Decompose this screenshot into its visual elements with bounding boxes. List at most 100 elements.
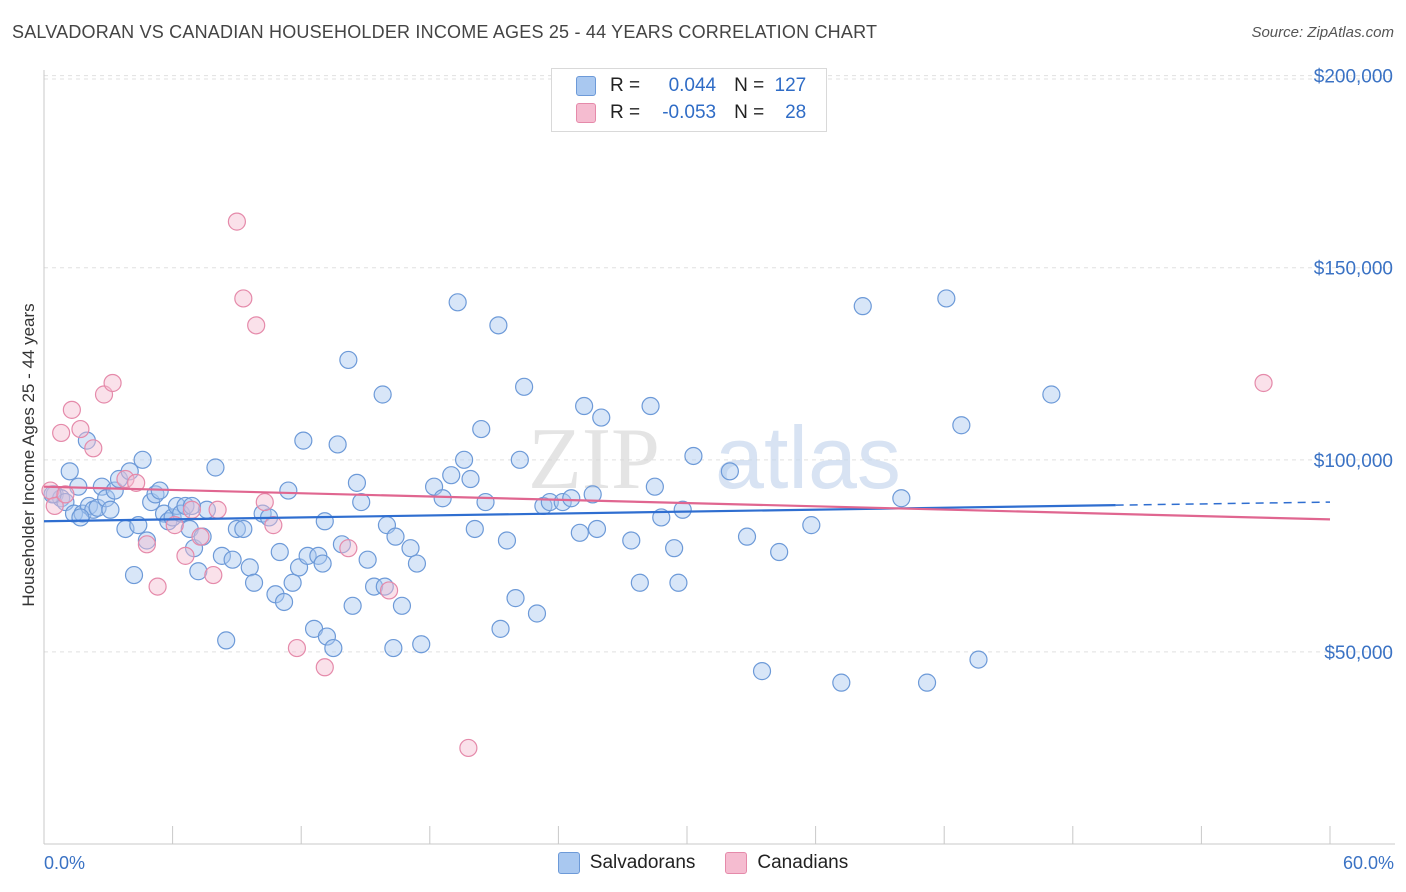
canadian-point (227, 212, 246, 231)
canadian-point (191, 527, 210, 546)
salvadoran-point (465, 519, 484, 539)
canadian-point (165, 516, 184, 535)
legend-r-value: 0.044 (668, 75, 717, 96)
x-tick-label: 60.0% (1343, 853, 1394, 873)
canadian-point (315, 658, 334, 677)
data-points (41, 212, 1273, 758)
canadian-point (176, 546, 195, 565)
salvadoran-point (442, 466, 461, 485)
salvadoran-point (461, 469, 480, 489)
canadian-point (339, 539, 358, 558)
series-legend: Salvadorans Canadians (0, 852, 1406, 874)
legend-item-canadians[interactable]: Canadians (725, 852, 848, 874)
salvadoran-point (448, 293, 467, 312)
salvadoran-point (343, 596, 362, 615)
salvadoran-point (279, 481, 298, 500)
salvadoran-point (641, 396, 660, 416)
salvadoran-point (364, 577, 384, 596)
legend-n-label: N = (734, 102, 765, 123)
canadian-point (84, 439, 103, 458)
legend-swatch-salvadorans (576, 76, 596, 96)
legend-swatch-canadians (576, 103, 596, 123)
chart-title: SALVADORAN VS CANADIAN HOUSEHOLDER INCOM… (12, 22, 878, 42)
canadian-point (379, 581, 399, 600)
salvadoran-point (937, 289, 956, 308)
salvadoran-point (124, 565, 144, 585)
canadian-point (137, 535, 156, 554)
canadian-point (264, 516, 283, 535)
salvadoran-point (669, 573, 688, 592)
salvadoran-point (105, 481, 124, 500)
salvadoran-point (1042, 385, 1061, 404)
salvadoran-point (324, 638, 343, 658)
canadian-point (208, 500, 227, 519)
salvadoran-point (71, 508, 90, 527)
salvadoran-point (476, 492, 495, 512)
canadian-point (182, 500, 201, 519)
legend-r-label: R = (610, 75, 641, 96)
legend-swatch-salvadorans (557, 852, 580, 874)
salvadoran-point (684, 446, 703, 466)
canadian-point (234, 289, 253, 308)
legend-row-canadians: R = -0.053 N = 28 (576, 100, 806, 126)
canadian-point (148, 577, 167, 596)
salvadoran-point (234, 519, 253, 539)
salvadoran-point (630, 573, 649, 592)
salvadoran-point (401, 539, 420, 558)
correlation-legend: R = 0.044 N = 127 R = -0.053 N = 28 (551, 68, 827, 132)
salvadoran-point (652, 508, 671, 527)
salvadoran-point (969, 650, 988, 669)
canadian-point (56, 485, 75, 504)
source-attribution: Source: ZipAtlas.com (1251, 24, 1394, 41)
salvadoran-point (317, 627, 337, 646)
axes (43, 70, 1395, 845)
salvadoran-point (770, 542, 789, 562)
salvadoran-point (270, 542, 289, 562)
canadian-point (255, 492, 274, 512)
salvadoran-point (510, 450, 529, 469)
salvadoran-trend-line (43, 504, 1116, 523)
salvadoran-point (137, 531, 156, 550)
legend-item-salvadorans[interactable]: Salvadorans (557, 852, 695, 874)
salvadoran-point (373, 385, 392, 404)
salvadoran-point (575, 396, 594, 416)
salvadoran-point (853, 297, 872, 316)
salvadoran-point (489, 316, 508, 335)
salvadoran-point (832, 673, 851, 692)
salvadoran-point (720, 462, 739, 481)
salvadoran-point (506, 589, 525, 608)
salvadoran-point (274, 592, 294, 612)
canadian-point (71, 419, 90, 439)
salvadoran-point (347, 473, 367, 492)
salvadoran-point (587, 519, 607, 539)
salvadoran-point (645, 477, 664, 496)
y-axis-label: Householder Income Ages 25 - 44 years (19, 303, 38, 606)
salvadoran-point (328, 435, 347, 454)
salvadoran-point (622, 531, 641, 550)
canadian-point (247, 316, 266, 335)
salvadoran-point (952, 416, 971, 435)
salvadoran-point (802, 516, 821, 535)
salvadoran-point (454, 450, 474, 469)
salvadoran-point (227, 519, 246, 539)
salvadoran-point (497, 531, 517, 550)
salvadoran-point (60, 462, 79, 481)
salvadoran-point (298, 546, 317, 565)
canadian-point (116, 469, 135, 489)
salvadoran-point (515, 377, 534, 396)
x-tick-label: 0.0% (44, 853, 85, 873)
salvadoran-point (491, 619, 510, 638)
legend-n-value: 28 (785, 102, 807, 123)
salvadoran-point (244, 573, 264, 592)
salvadoran-point (665, 539, 684, 558)
y-tick-label: $150,000 (1314, 259, 1393, 280)
salvadoran-point (294, 431, 313, 450)
y-tick-label: $50,000 (1324, 643, 1393, 664)
legend-n-value: 127 (774, 75, 807, 96)
legend-label-canadians: Canadians (757, 852, 849, 873)
salvadoran-point (392, 596, 412, 615)
salvadoran-point (917, 673, 937, 692)
salvadoran-trend-extension (1115, 501, 1331, 506)
salvadoran-point (407, 554, 427, 573)
